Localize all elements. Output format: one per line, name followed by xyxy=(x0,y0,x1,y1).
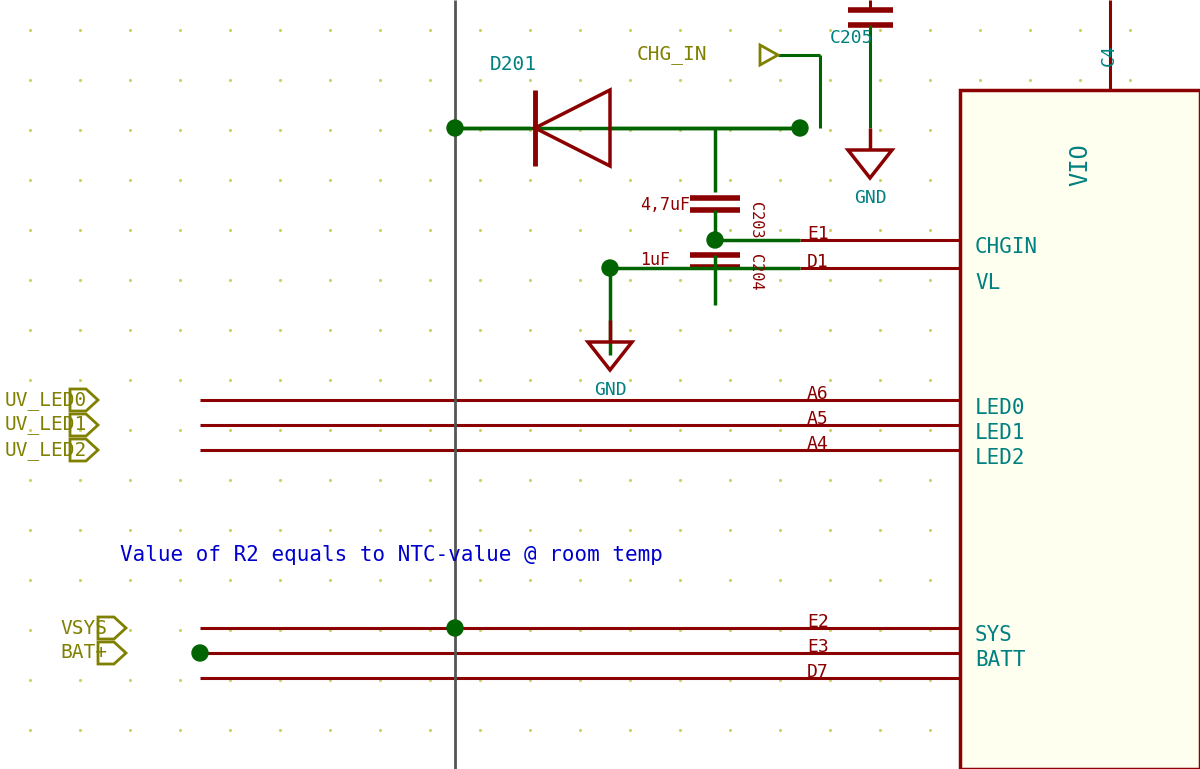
Text: 1uF: 1uF xyxy=(640,251,670,269)
Text: C205: C205 xyxy=(830,29,874,47)
Text: VSYS: VSYS xyxy=(60,618,107,638)
Text: LED1: LED1 xyxy=(974,423,1026,443)
Text: LED2: LED2 xyxy=(974,448,1026,468)
Text: A5: A5 xyxy=(808,410,829,428)
Text: 4,7uF: 4,7uF xyxy=(640,196,690,214)
Text: UV_LED0: UV_LED0 xyxy=(5,391,88,410)
Text: Value of R2 equals to NTC-value @ room temp: Value of R2 equals to NTC-value @ room t… xyxy=(120,545,662,565)
Text: C4: C4 xyxy=(1100,44,1118,66)
Text: SYS: SYS xyxy=(974,625,1013,645)
Text: E1: E1 xyxy=(808,225,829,243)
Text: D1: D1 xyxy=(808,253,829,271)
Text: CHG_IN: CHG_IN xyxy=(637,45,708,65)
Circle shape xyxy=(446,120,463,136)
Text: UV_LED1: UV_LED1 xyxy=(5,415,88,434)
Text: E2: E2 xyxy=(808,613,829,631)
Circle shape xyxy=(446,620,463,636)
Text: A6: A6 xyxy=(808,385,829,403)
Text: A4: A4 xyxy=(808,435,829,453)
Text: GND: GND xyxy=(594,381,626,399)
Text: C204: C204 xyxy=(748,254,763,290)
Text: VIO: VIO xyxy=(1068,144,1092,186)
Text: E3: E3 xyxy=(808,638,829,656)
Text: UV_LED2: UV_LED2 xyxy=(5,441,88,460)
Text: C203: C203 xyxy=(748,201,763,238)
Text: BATT: BATT xyxy=(974,650,1026,670)
Text: GND: GND xyxy=(853,189,887,207)
Text: D201: D201 xyxy=(490,55,538,75)
Text: VL: VL xyxy=(974,273,1001,293)
Circle shape xyxy=(602,260,618,276)
Text: BAT+: BAT+ xyxy=(60,644,107,663)
Circle shape xyxy=(707,232,722,248)
Circle shape xyxy=(192,645,208,661)
Circle shape xyxy=(792,120,808,136)
Text: LED0: LED0 xyxy=(974,398,1026,418)
Text: D7: D7 xyxy=(808,663,829,681)
Text: CHGIN: CHGIN xyxy=(974,237,1038,257)
Bar xyxy=(960,90,1200,769)
